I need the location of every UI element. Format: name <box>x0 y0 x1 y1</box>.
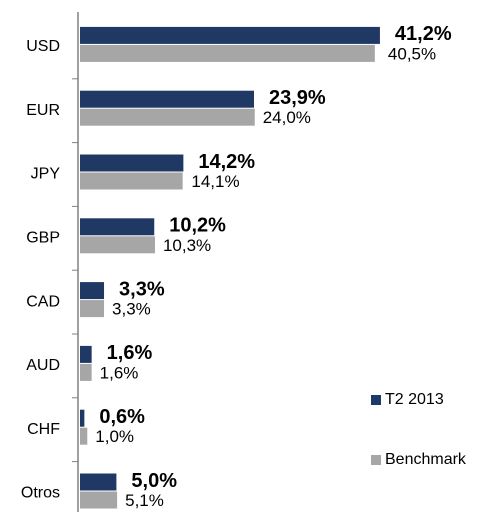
value-label: 5,1% <box>125 491 164 510</box>
bar <box>80 491 118 509</box>
bar <box>80 44 375 62</box>
value-label: 10,3% <box>163 236 211 255</box>
bar <box>80 236 155 254</box>
bar <box>80 108 255 126</box>
bar <box>80 282 105 300</box>
bar <box>80 218 155 236</box>
value-label: 3,3% <box>112 300 151 319</box>
category-label: JPY <box>31 166 61 183</box>
value-label: 1,6% <box>107 342 153 364</box>
bar <box>80 427 88 445</box>
category-label: Otros <box>21 485 60 502</box>
value-label: 24,0% <box>263 108 311 127</box>
legend-label: T2 2013 <box>385 391 444 408</box>
legend-swatch <box>371 395 381 405</box>
value-label: 1,0% <box>95 427 134 446</box>
value-label: 10,2% <box>169 215 226 237</box>
bar <box>80 172 183 190</box>
value-label: 1,6% <box>100 363 139 382</box>
bar <box>80 473 117 491</box>
bar <box>80 345 92 363</box>
value-label: 0,6% <box>99 406 145 428</box>
category-label: GBP <box>26 230 60 247</box>
category-label: AUD <box>26 357 60 374</box>
category-label: EUR <box>26 102 60 119</box>
legend-label: Benchmark <box>385 451 467 468</box>
bar <box>80 300 105 318</box>
category-label: USD <box>26 38 60 55</box>
value-label: 14,1% <box>191 172 239 191</box>
bar <box>80 363 92 381</box>
value-label: 41,2% <box>395 23 452 45</box>
category-label: CAD <box>26 293 60 310</box>
legend-swatch <box>371 455 381 465</box>
bar <box>80 409 85 427</box>
bar <box>80 154 184 172</box>
value-label: 3,3% <box>119 278 165 300</box>
value-label: 14,2% <box>198 151 255 173</box>
value-label: 40,5% <box>388 44 436 63</box>
bar <box>80 26 380 44</box>
value-label: 23,9% <box>269 87 326 109</box>
value-label: 5,0% <box>131 470 177 492</box>
bar <box>80 90 254 108</box>
category-label: CHF <box>27 421 60 438</box>
